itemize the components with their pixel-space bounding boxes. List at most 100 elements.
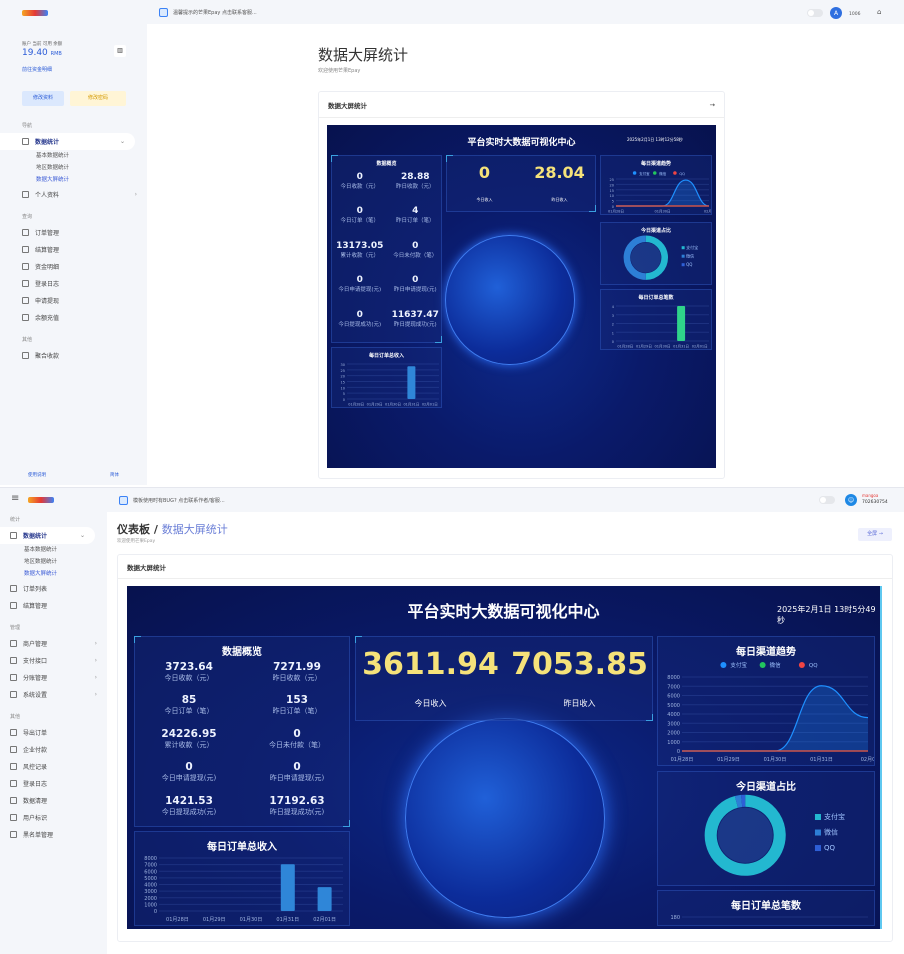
sidebar-item[interactable]: 登录日志 bbox=[0, 775, 107, 792]
series-area bbox=[616, 180, 709, 206]
income-panel: 3611.94 今日收入 7053.85 昨日收入 bbox=[355, 636, 653, 721]
y-tick-label: 5 bbox=[343, 392, 345, 396]
stat-value: 0 bbox=[412, 275, 419, 286]
stats-icon-button[interactable]: ▥ bbox=[114, 45, 126, 57]
chart-title: 每日渠道趋势 bbox=[640, 161, 671, 167]
sidebar-item[interactable]: 结算管理 bbox=[0, 597, 107, 614]
sidebar-item[interactable]: 风控记录 bbox=[0, 758, 107, 775]
sidebar-item-label: 结算管理 bbox=[23, 603, 48, 610]
x-tick-label: 01月29日 bbox=[636, 344, 652, 349]
stat-label: 今日收款（元） bbox=[340, 184, 379, 190]
daily-orders-chart: 每日订单总笔数 180 bbox=[657, 890, 875, 926]
y-tick-label: 3000 bbox=[144, 889, 157, 895]
sidebar-item[interactable]: 黑名单管理 bbox=[0, 826, 107, 843]
menu-item-icon bbox=[22, 191, 29, 198]
sidebar-item-label: 登录日志 bbox=[35, 281, 60, 288]
sidebar-subitem[interactable]: 数据大屏统计 bbox=[36, 177, 70, 183]
globe bbox=[405, 718, 605, 918]
chart-title: 每日订单总收入 bbox=[368, 353, 404, 359]
y-tick-label: 2000 bbox=[144, 896, 157, 902]
notice-text[interactable]: 模板使用时有BUG? 点击联系作者/客服... bbox=[133, 497, 225, 504]
sidebar-item[interactable]: 数据清理 bbox=[0, 792, 107, 809]
logo bbox=[28, 497, 54, 503]
income-panel: 0 今日收入 28.04 昨日收入 bbox=[446, 155, 596, 212]
y-tick-label: 20 bbox=[610, 183, 614, 187]
stat-value: 1421.53 bbox=[165, 794, 213, 807]
sidebar-subitem[interactable]: 数据大屏统计 bbox=[24, 571, 58, 577]
y-tick-label: 0 bbox=[612, 340, 614, 344]
sidebar-item[interactable]: 订单管理 bbox=[0, 224, 147, 241]
funds-detail-link[interactable]: 前往资金明细 bbox=[22, 67, 53, 73]
sidebar-subitem[interactable]: 地区数据统计 bbox=[24, 559, 58, 565]
notice-text[interactable]: 温馨提示的芒果Epay 点击联系客服... bbox=[173, 9, 257, 16]
theme-toggle[interactable] bbox=[807, 9, 823, 17]
user-id[interactable]: 702630754 bbox=[862, 500, 888, 505]
y-tick-label: 25 bbox=[341, 369, 345, 373]
sidebar-item[interactable]: 数据统计 ⌄ bbox=[0, 527, 95, 544]
sidebar-item[interactable]: 余额充值 bbox=[0, 309, 147, 326]
sidebar-item[interactable]: 商户管理 › bbox=[0, 635, 107, 652]
sidebar-item[interactable]: 聚合收款 bbox=[0, 347, 147, 364]
edit-password-button[interactable]: 修改密码 bbox=[70, 91, 126, 106]
sidebar-item-label: 聚合收款 bbox=[35, 353, 60, 360]
menu-item-icon bbox=[10, 657, 17, 664]
sidebar-item[interactable]: 资金明细 bbox=[0, 258, 147, 275]
legend-label: 微信 bbox=[770, 661, 782, 669]
stat-value: 0 bbox=[293, 727, 301, 740]
sidebar-item[interactable]: 系统设置 › bbox=[0, 686, 107, 703]
avatar[interactable]: A bbox=[830, 7, 842, 19]
legend-label: 支付宝 bbox=[686, 244, 698, 250]
sidebar-item[interactable]: 企业付款 bbox=[0, 741, 107, 758]
stat-item: 0 今日订单（笔） bbox=[332, 206, 388, 224]
theme-toggle[interactable] bbox=[819, 496, 835, 504]
sidebar-item[interactable]: 申请提现 bbox=[0, 292, 147, 309]
x-tick-label: 01月28日 bbox=[166, 917, 189, 923]
menu-item-icon bbox=[22, 263, 29, 270]
sidebar-item[interactable]: 用户标识 bbox=[0, 809, 107, 826]
x-tick-label: 01月28日 bbox=[617, 344, 633, 349]
legend-swatch bbox=[681, 263, 685, 267]
sidebar-item-label: 企业付款 bbox=[23, 747, 48, 754]
sidebar-subitem[interactable]: 基本数据统计 bbox=[36, 153, 70, 159]
help-link[interactable]: 使用说明 bbox=[28, 473, 46, 478]
breadcrumb-root[interactable]: 仪表板 bbox=[117, 523, 150, 536]
stat-value: 4 bbox=[412, 206, 419, 217]
stat-value: 24226.95 bbox=[161, 727, 217, 740]
sidebar-item[interactable]: 导出订单 bbox=[0, 724, 107, 741]
stat-item: 0 今日收款（元） bbox=[332, 172, 388, 190]
stat-item: 0 今日未付款（笔） bbox=[243, 728, 351, 750]
sidebar-item[interactable]: 支付接口 › bbox=[0, 652, 107, 669]
sidebar-section-title: 导航 bbox=[22, 123, 33, 129]
user-name[interactable]: 1006 bbox=[849, 12, 861, 17]
card-arrow-icon[interactable]: → bbox=[709, 100, 715, 109]
legend-label: QQ bbox=[809, 663, 818, 669]
sidebar-item[interactable]: 登录日志 bbox=[0, 275, 147, 292]
stat-item: 85 今日订单（笔） bbox=[135, 694, 243, 716]
stat-label: 今日申请提现(元) bbox=[161, 774, 217, 783]
sidebar-item[interactable]: 分账管理 › bbox=[0, 669, 107, 686]
chart-title: 今日渠道占比 bbox=[736, 782, 796, 793]
sidebar-subitem[interactable]: 基本数据统计 bbox=[24, 547, 58, 553]
sidebar-item[interactable]: 订单列表 bbox=[0, 580, 107, 597]
page-subtitle: 欢迎使用芒果Epay bbox=[117, 539, 156, 544]
income-label: 今日收入 bbox=[476, 197, 493, 203]
sidebar-item-label: 数据统计 bbox=[35, 139, 60, 146]
sidebar-item[interactable]: 个人资料 › bbox=[0, 186, 147, 203]
user-name[interactable]: mangoa bbox=[862, 493, 879, 498]
edit-profile-button[interactable]: 修改资料 bbox=[22, 91, 64, 106]
sidebar-item[interactable]: 结算管理 bbox=[0, 241, 147, 258]
x-tick-label: 01月28日 bbox=[608, 209, 624, 214]
sidebar-item[interactable]: 数据统计 ⌄ bbox=[0, 133, 135, 150]
language-select[interactable]: 简体 bbox=[110, 473, 119, 478]
stat-item: 0 今日未付款（笔） bbox=[388, 241, 444, 259]
y-tick-label: 4 bbox=[612, 305, 615, 309]
sidebar-subitem[interactable]: 地区数据统计 bbox=[36, 165, 70, 171]
legend-swatch bbox=[681, 246, 685, 250]
menu-icon[interactable]: ≡ bbox=[11, 493, 20, 504]
y-tick-label: 3 bbox=[612, 314, 614, 318]
notification-bell-icon[interactable]: ⌂ bbox=[877, 8, 882, 16]
avatar[interactable]: ☺ bbox=[845, 494, 857, 506]
stat-item: 11637.47 昨日提现成功(元) bbox=[388, 310, 444, 328]
screenshot-top: 账户 当前 可用 余额 19.40 RMB ▥ 前往资金明细 修改资料 修改密码… bbox=[0, 0, 904, 485]
fullscreen-button[interactable]: 全屏 → bbox=[858, 528, 892, 541]
